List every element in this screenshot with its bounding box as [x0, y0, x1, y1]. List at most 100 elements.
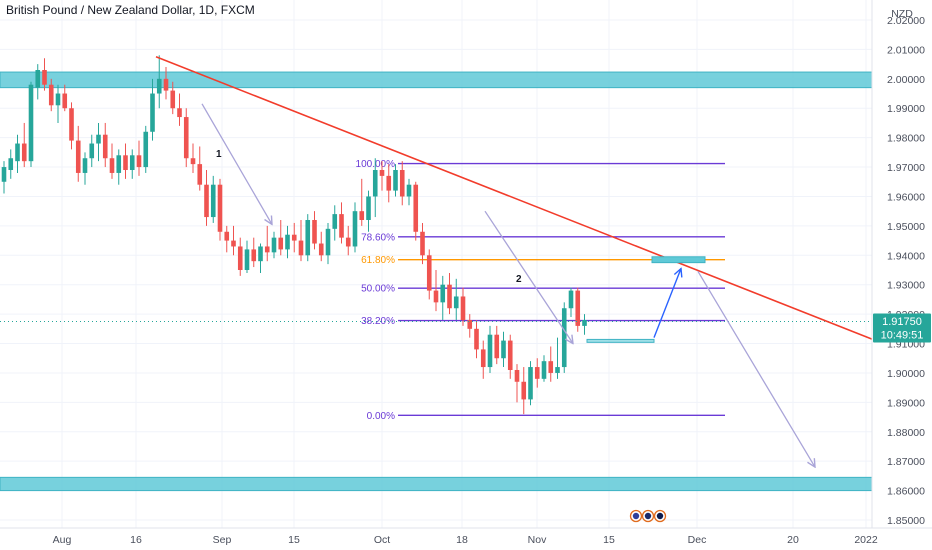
candle-body: [204, 184, 209, 218]
time-tick-label: Dec: [688, 534, 707, 546]
candle-body: [183, 117, 189, 159]
candle-body: [21, 143, 27, 162]
candle-body: [62, 93, 68, 109]
chart-title: British Pound / New Zealand Dollar, 1D, …: [6, 3, 255, 17]
time-tick-label: Aug: [53, 534, 72, 546]
candle-body: [582, 320, 587, 326]
candle-body: [514, 370, 520, 382]
candle-body: [278, 237, 284, 250]
last-price-value: 1.91750: [882, 316, 922, 328]
entry-zone-box: [586, 338, 655, 343]
candle-body: [305, 220, 311, 256]
fib-level-label: 38.20%: [361, 316, 395, 327]
fibonacci-retracement: 100.00%78.60%61.80%50.00%38.20%0.00%: [356, 159, 725, 422]
candle-body: [541, 361, 547, 379]
price-tick-label: 1.85000: [887, 515, 925, 527]
time-tick-label: 2022: [854, 534, 878, 546]
candle-body: [55, 93, 61, 106]
candle-body: [339, 214, 344, 238]
candle-body: [399, 170, 405, 197]
projection-arrow-1: [201, 103, 272, 225]
candle-body: [251, 249, 257, 262]
price-tick-label: 1.89000: [887, 397, 925, 409]
candle-body: [170, 90, 176, 109]
candle-body: [379, 170, 385, 176]
candle-body: [561, 308, 567, 368]
candle-body: [116, 155, 122, 173]
candle-body: [460, 296, 466, 320]
candle-body: [258, 246, 263, 262]
price-tick-label: 1.86000: [887, 486, 925, 498]
fib-level-label: 50.00%: [361, 284, 395, 295]
time-tick-label: 15: [288, 534, 300, 546]
price-tick-label: 2.00000: [887, 74, 925, 86]
candle-body: [325, 228, 331, 256]
candle-body: [501, 340, 506, 359]
candle-body: [82, 158, 88, 173]
time-tick-label: Nov: [528, 534, 547, 546]
price-tick-label: 1.90000: [887, 368, 925, 380]
candle-body: [150, 93, 155, 132]
candle-body: [352, 211, 358, 247]
fib-level-label: 0.00%: [367, 411, 395, 422]
price-tick-label: 1.99000: [887, 103, 925, 115]
candle-body: [440, 284, 446, 303]
candle-body: [312, 220, 317, 244]
time-axis: Aug 16 Sep 15 Oct 18 Nov 15 Dec 20 2022: [0, 527, 932, 550]
candle-body: [372, 170, 378, 197]
candle-body: [42, 70, 47, 85]
currency-label: NZD: [891, 8, 913, 20]
price-axis-bg: [872, 0, 932, 550]
candle-body: [1, 167, 7, 182]
candle-body: [359, 211, 365, 220]
price-tick-label: 1.94000: [887, 250, 925, 262]
candle-body: [231, 240, 236, 247]
candlestick-series: [1, 55, 587, 415]
candle-body: [156, 78, 162, 94]
price-tick-label: 1.87000: [887, 456, 925, 468]
candle-body: [123, 155, 128, 170]
candle-body: [345, 237, 351, 247]
candle-body: [75, 140, 81, 173]
candle-body: [366, 196, 371, 220]
target-zone-box: [651, 256, 706, 264]
fib-level-label: 61.80%: [361, 255, 395, 266]
candle-body: [244, 249, 250, 270]
candle-body: [109, 158, 115, 173]
candle-body: [224, 231, 230, 241]
candle-body: [136, 155, 142, 168]
price-tick-label: 2.02000: [887, 15, 925, 27]
price-tick-label: 1.93000: [887, 280, 925, 292]
price-zone: [0, 71, 873, 89]
candle-body: [48, 84, 54, 106]
time-tick-label: 20: [787, 534, 799, 546]
candle-body: [548, 361, 554, 373]
candle-body: [190, 158, 196, 165]
candle-body: [474, 328, 479, 350]
candle-body: [143, 131, 149, 168]
time-tick-label: 18: [456, 534, 468, 546]
candle-body: [129, 155, 135, 170]
candle-body: [177, 108, 182, 118]
time-tick-label: 15: [603, 534, 615, 546]
candle-body: [507, 340, 513, 370]
candle-body: [237, 246, 243, 270]
event-flag-icon: [644, 512, 652, 520]
candle-body: [453, 296, 459, 309]
candle-body: [575, 290, 581, 326]
event-flag-icon: [632, 512, 640, 520]
candle-body: [197, 164, 203, 185]
last-price-badge: [873, 313, 931, 343]
candle-body: [15, 143, 20, 162]
candle-body: [480, 349, 486, 368]
projection-arrow-3: [697, 271, 815, 467]
candle-body: [28, 84, 34, 162]
candle-body: [406, 184, 412, 197]
candle-body: [217, 184, 223, 232]
candle-body: [8, 158, 14, 170]
candle-body: [163, 78, 169, 91]
candle-body: [568, 290, 574, 309]
price-tick-label: 1.95000: [887, 221, 925, 233]
